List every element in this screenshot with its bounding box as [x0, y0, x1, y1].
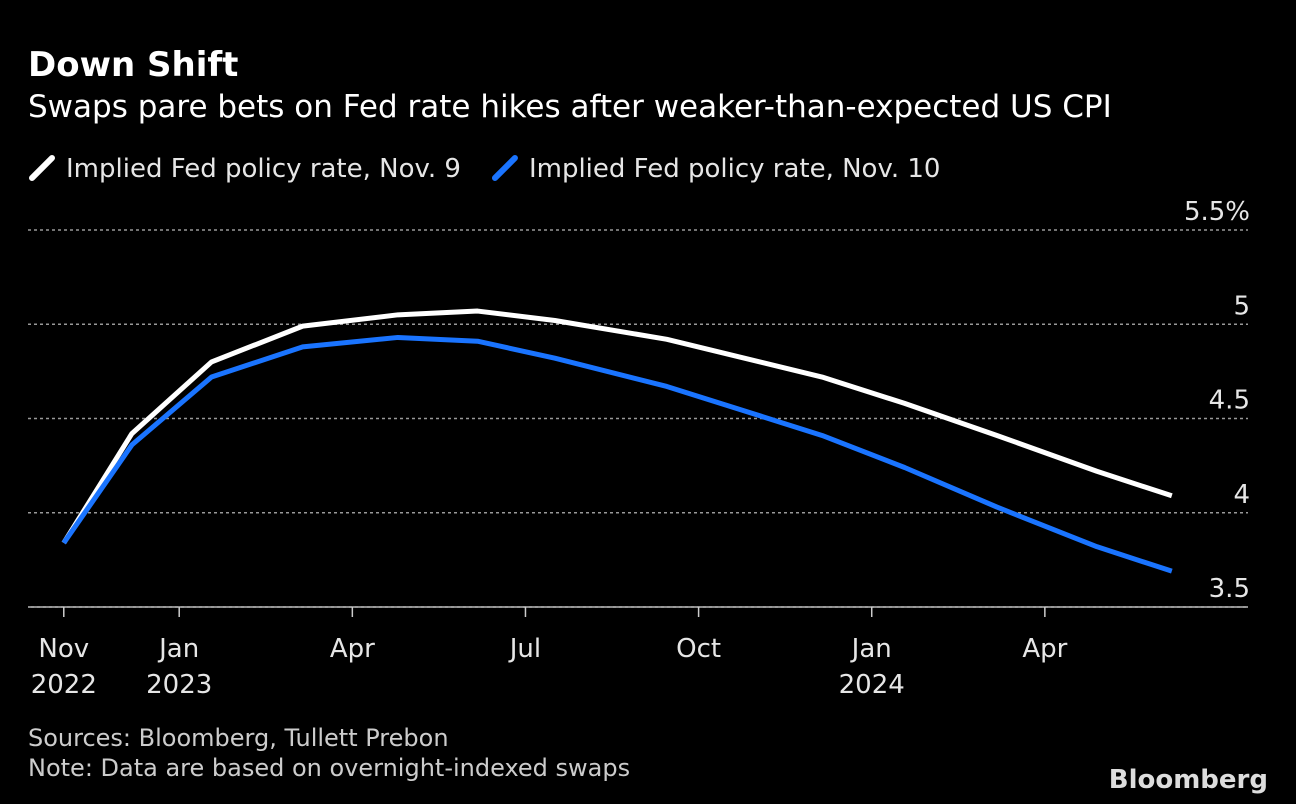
x-tick-label: Apr — [330, 634, 375, 664]
y-tick-label: 5 — [1233, 291, 1250, 321]
x-tick-label: Nov 2022 — [31, 634, 97, 700]
legend-swatch — [29, 155, 55, 181]
y-tick-label: 4 — [1233, 480, 1250, 510]
x-tick-label: Jan 2023 — [146, 634, 212, 700]
y-tick-label: 5.5% — [1184, 197, 1250, 227]
brand: Bloomberg — [1109, 765, 1268, 795]
note: Note: Data are based on overnight-indexe… — [28, 754, 630, 782]
source: Sources: Bloomberg, Tullett Prebon — [28, 724, 449, 752]
y-tick-label: 4.5 — [1209, 386, 1250, 416]
legend-swatch — [491, 155, 518, 181]
y-tick-label: 3.5 — [1209, 574, 1250, 604]
x-tick-label: Jul — [508, 634, 541, 664]
chart-subtitle: Swaps pare bets on Fed rate hikes after … — [28, 89, 1112, 125]
series-line — [61, 334, 1173, 574]
legend-label: Implied Fed policy rate, Nov. 10 — [529, 154, 941, 184]
x-tick-label: Apr — [1022, 634, 1067, 664]
legend-label: Implied Fed policy rate, Nov. 9 — [66, 154, 461, 184]
series-line — [61, 308, 1173, 545]
x-tick-label: Jan 2024 — [839, 634, 905, 700]
x-tick-label: Oct — [676, 634, 721, 664]
chart-title: Down Shift — [28, 45, 238, 85]
